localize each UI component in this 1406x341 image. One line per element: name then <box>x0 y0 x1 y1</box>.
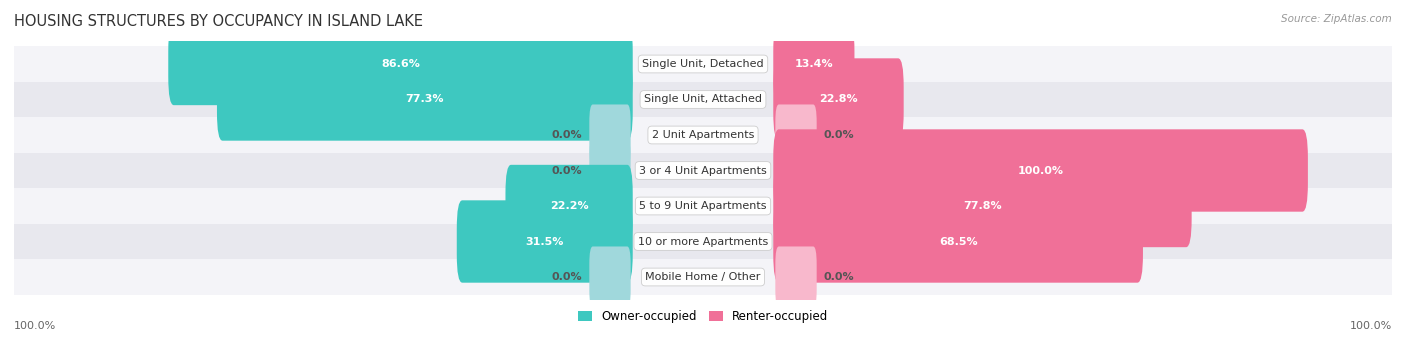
FancyBboxPatch shape <box>775 104 817 165</box>
FancyBboxPatch shape <box>773 23 855 105</box>
Legend: Owner-occupied, Renter-occupied: Owner-occupied, Renter-occupied <box>572 306 834 328</box>
FancyBboxPatch shape <box>217 58 633 141</box>
Text: 0.0%: 0.0% <box>824 272 855 282</box>
Text: Source: ZipAtlas.com: Source: ZipAtlas.com <box>1281 14 1392 24</box>
Text: 100.0%: 100.0% <box>1350 321 1392 331</box>
Text: 22.2%: 22.2% <box>550 201 588 211</box>
Text: Single Unit, Attached: Single Unit, Attached <box>644 94 762 104</box>
Text: 0.0%: 0.0% <box>551 272 582 282</box>
Text: 100.0%: 100.0% <box>14 321 56 331</box>
Text: 13.4%: 13.4% <box>794 59 834 69</box>
Text: 10 or more Apartments: 10 or more Apartments <box>638 237 768 247</box>
Text: 86.6%: 86.6% <box>381 59 420 69</box>
Text: 3 or 4 Unit Apartments: 3 or 4 Unit Apartments <box>640 165 766 176</box>
FancyBboxPatch shape <box>589 140 631 201</box>
Text: 68.5%: 68.5% <box>939 237 977 247</box>
Bar <box>14 188 1392 224</box>
FancyBboxPatch shape <box>457 200 633 283</box>
Text: 0.0%: 0.0% <box>824 130 855 140</box>
FancyBboxPatch shape <box>506 165 633 247</box>
Text: 0.0%: 0.0% <box>551 130 582 140</box>
FancyBboxPatch shape <box>169 23 633 105</box>
Text: 22.8%: 22.8% <box>820 94 858 104</box>
Text: 2 Unit Apartments: 2 Unit Apartments <box>652 130 754 140</box>
Bar <box>14 224 1392 259</box>
Bar <box>14 82 1392 117</box>
FancyBboxPatch shape <box>775 247 817 308</box>
Text: 100.0%: 100.0% <box>1018 165 1063 176</box>
Text: 77.8%: 77.8% <box>963 201 1001 211</box>
Text: Mobile Home / Other: Mobile Home / Other <box>645 272 761 282</box>
Bar <box>14 153 1392 188</box>
Text: 77.3%: 77.3% <box>405 94 444 104</box>
FancyBboxPatch shape <box>773 165 1192 247</box>
Text: HOUSING STRUCTURES BY OCCUPANCY IN ISLAND LAKE: HOUSING STRUCTURES BY OCCUPANCY IN ISLAN… <box>14 14 423 29</box>
FancyBboxPatch shape <box>773 58 904 141</box>
Text: 0.0%: 0.0% <box>551 165 582 176</box>
Bar <box>14 117 1392 153</box>
Text: Single Unit, Detached: Single Unit, Detached <box>643 59 763 69</box>
Bar <box>14 46 1392 82</box>
FancyBboxPatch shape <box>589 104 631 165</box>
FancyBboxPatch shape <box>773 129 1308 212</box>
Text: 5 to 9 Unit Apartments: 5 to 9 Unit Apartments <box>640 201 766 211</box>
FancyBboxPatch shape <box>589 247 631 308</box>
Bar <box>14 259 1392 295</box>
Text: 31.5%: 31.5% <box>526 237 564 247</box>
FancyBboxPatch shape <box>773 200 1143 283</box>
